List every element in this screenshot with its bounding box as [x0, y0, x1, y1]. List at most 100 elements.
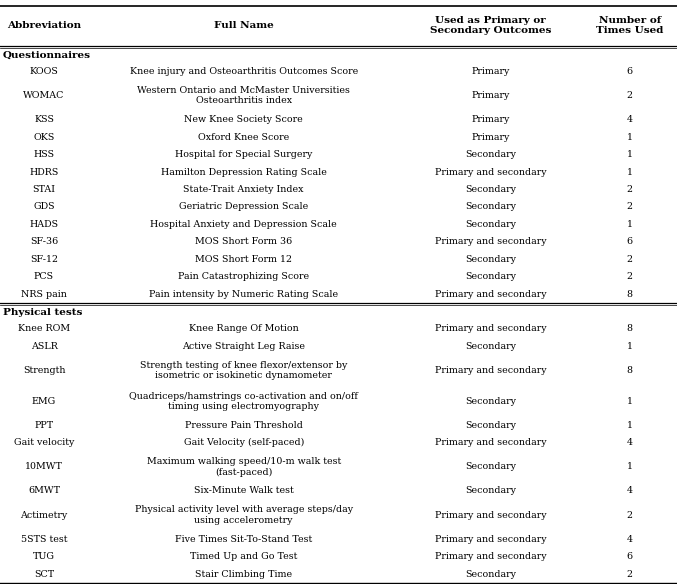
Text: PCS: PCS	[34, 272, 54, 281]
Text: EMG: EMG	[32, 397, 56, 406]
Text: Full Name: Full Name	[214, 21, 274, 30]
Text: SCT: SCT	[34, 569, 54, 579]
Text: Primary and secondary: Primary and secondary	[435, 510, 546, 520]
Text: Secondary: Secondary	[465, 272, 517, 281]
Text: Oxford Knee Score: Oxford Knee Score	[198, 133, 289, 141]
Text: Physical tests: Physical tests	[3, 308, 82, 317]
Text: 1: 1	[627, 397, 632, 406]
Text: Secondary: Secondary	[465, 397, 517, 406]
Text: Used as Primary or
Secondary Outcomes: Used as Primary or Secondary Outcomes	[430, 16, 552, 36]
Text: 10MWT: 10MWT	[25, 463, 63, 471]
Text: HADS: HADS	[29, 220, 59, 229]
Text: GDS: GDS	[33, 203, 55, 211]
Text: Abbreviation: Abbreviation	[7, 21, 81, 30]
Text: Primary: Primary	[472, 91, 510, 100]
Text: NRS pain: NRS pain	[21, 290, 67, 299]
Text: 1: 1	[627, 463, 632, 471]
Text: Primary and secondary: Primary and secondary	[435, 290, 546, 299]
Text: Primary and secondary: Primary and secondary	[435, 325, 546, 333]
Text: Pressure Pain Threshold: Pressure Pain Threshold	[185, 421, 303, 430]
Text: 2: 2	[627, 510, 632, 520]
Text: Questionnaires: Questionnaires	[3, 51, 91, 60]
Text: Secondary: Secondary	[465, 203, 517, 211]
Text: Secondary: Secondary	[465, 220, 517, 229]
Text: Hospital for Special Surgery: Hospital for Special Surgery	[175, 150, 312, 159]
Text: 1: 1	[627, 342, 632, 351]
Text: KOOS: KOOS	[30, 67, 58, 76]
Text: 8: 8	[627, 366, 632, 375]
Text: Primary: Primary	[472, 67, 510, 76]
Text: Primary and secondary: Primary and secondary	[435, 439, 546, 447]
Text: Primary and secondary: Primary and secondary	[435, 366, 546, 375]
Text: 2: 2	[627, 569, 632, 579]
Text: 1: 1	[627, 421, 632, 430]
Text: 8: 8	[627, 290, 632, 299]
Text: MOS Short Form 36: MOS Short Form 36	[195, 238, 292, 246]
Text: TUG: TUG	[33, 552, 55, 561]
Text: Knee injury and Osteoarthritis Outcomes Score: Knee injury and Osteoarthritis Outcomes …	[129, 67, 358, 76]
Text: Secondary: Secondary	[465, 342, 517, 351]
Text: Secondary: Secondary	[465, 486, 517, 495]
Text: 6MWT: 6MWT	[28, 486, 60, 495]
Text: Active Straight Leg Raise: Active Straight Leg Raise	[182, 342, 305, 351]
Text: Secondary: Secondary	[465, 150, 517, 159]
Text: Primary: Primary	[472, 115, 510, 124]
Text: 1: 1	[627, 220, 632, 229]
Text: HSS: HSS	[33, 150, 55, 159]
Text: SF-12: SF-12	[30, 255, 58, 264]
Text: Secondary: Secondary	[465, 255, 517, 264]
Text: HDRS: HDRS	[29, 168, 59, 176]
Text: MOS Short Form 12: MOS Short Form 12	[195, 255, 292, 264]
Text: Knee ROM: Knee ROM	[18, 325, 70, 333]
Text: Knee Range Of Motion: Knee Range Of Motion	[189, 325, 299, 333]
Text: Primary and secondary: Primary and secondary	[435, 168, 546, 176]
Text: 6: 6	[626, 238, 633, 246]
Text: ASLR: ASLR	[30, 342, 58, 351]
Text: Secondary: Secondary	[465, 421, 517, 430]
Text: Timed Up and Go Test: Timed Up and Go Test	[190, 552, 297, 561]
Text: PPT: PPT	[35, 421, 53, 430]
Text: WOMAC: WOMAC	[23, 91, 65, 100]
Text: Maximum walking speed/10-m walk test
(fast-paced): Maximum walking speed/10-m walk test (fa…	[147, 457, 341, 477]
Text: 6: 6	[626, 552, 633, 561]
Text: Strength: Strength	[23, 366, 65, 375]
Text: 2: 2	[627, 185, 632, 194]
Text: 2: 2	[627, 91, 632, 100]
Text: Primary and secondary: Primary and secondary	[435, 552, 546, 561]
Text: 4: 4	[627, 115, 632, 124]
Text: 1: 1	[627, 150, 632, 159]
Text: Primary and secondary: Primary and secondary	[435, 535, 546, 544]
Text: 4: 4	[627, 535, 632, 544]
Text: Physical activity level with average steps/day
using accelerometry: Physical activity level with average ste…	[135, 505, 353, 525]
Text: 2: 2	[627, 255, 632, 264]
Text: 8: 8	[627, 325, 632, 333]
Text: 6: 6	[626, 67, 633, 76]
Text: Gait Velocity (self-paced): Gait Velocity (self-paced)	[183, 438, 304, 447]
Text: Primary: Primary	[472, 133, 510, 141]
Text: State-Trait Anxiety Index: State-Trait Anxiety Index	[183, 185, 304, 194]
Text: 2: 2	[627, 203, 632, 211]
Text: Actimetry: Actimetry	[20, 510, 68, 520]
Text: Hospital Anxiety and Depression Scale: Hospital Anxiety and Depression Scale	[150, 220, 337, 229]
Text: Five Times Sit-To-Stand Test: Five Times Sit-To-Stand Test	[175, 535, 312, 544]
Text: 1: 1	[627, 133, 632, 141]
Text: Secondary: Secondary	[465, 185, 517, 194]
Text: Western Ontario and McMaster Universities
Osteoarthritis index: Western Ontario and McMaster Universitie…	[137, 86, 350, 105]
Text: 1: 1	[627, 168, 632, 176]
Text: Strength testing of knee flexor/extensor by
isometric or isokinetic dynamometer: Strength testing of knee flexor/extensor…	[140, 361, 347, 380]
Text: Primary and secondary: Primary and secondary	[435, 238, 546, 246]
Text: Pain intensity by Numeric Rating Scale: Pain intensity by Numeric Rating Scale	[149, 290, 338, 299]
Text: New Knee Society Score: New Knee Society Score	[184, 115, 303, 124]
Text: Stair Climbing Time: Stair Climbing Time	[195, 569, 292, 579]
Text: Pain Catastrophizing Score: Pain Catastrophizing Score	[178, 272, 309, 281]
Text: OKS: OKS	[33, 133, 55, 141]
Text: 2: 2	[627, 272, 632, 281]
Text: Secondary: Secondary	[465, 463, 517, 471]
Text: 5STS test: 5STS test	[21, 535, 67, 544]
Text: 4: 4	[627, 486, 632, 495]
Text: SF-36: SF-36	[30, 238, 58, 246]
Text: KSS: KSS	[34, 115, 54, 124]
Text: Hamilton Depression Rating Scale: Hamilton Depression Rating Scale	[160, 168, 327, 176]
Text: Geriatric Depression Scale: Geriatric Depression Scale	[179, 203, 308, 211]
Text: Gait velocity: Gait velocity	[14, 439, 74, 447]
